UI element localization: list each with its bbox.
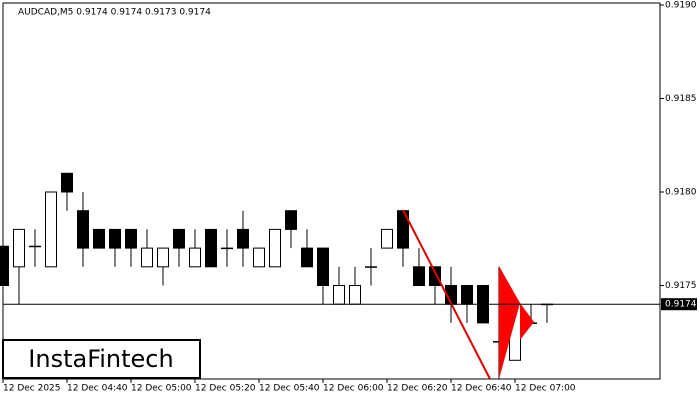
x-tick-label: 12 Dec 07:00 [515, 384, 576, 394]
candle-body [285, 210, 297, 230]
candle-body [77, 210, 89, 249]
x-tick-label: 12 Dec 2025 [3, 384, 61, 394]
candle-body [381, 228, 393, 249]
last-price-box [661, 298, 697, 311]
candle-body [205, 228, 217, 268]
candle-body [365, 266, 377, 268]
candle-body [237, 228, 249, 249]
candle-body [93, 228, 105, 249]
candle-body [413, 266, 425, 286]
y-tick-label: 0.9185 [665, 94, 697, 104]
pennant-tip [520, 303, 534, 340]
y-tick-label: 0.9180 [665, 188, 697, 198]
candle-body [173, 228, 185, 249]
x-tick-label: 12 Dec 05:40 [259, 384, 320, 394]
candle-body [141, 247, 153, 268]
candle-body [125, 228, 137, 249]
candle-body [253, 247, 265, 268]
candle-body [317, 247, 329, 287]
candle-body [301, 247, 313, 268]
y-tick-label: 0.9175 [665, 281, 697, 291]
x-tick-label: 12 Dec 06:00 [323, 384, 384, 394]
candle-body [189, 247, 201, 268]
last-price-label: 0.9174 [665, 300, 697, 310]
pennant-flag [499, 266, 520, 379]
x-tick-label: 12 Dec 06:20 [387, 384, 448, 394]
candle-body [157, 247, 169, 268]
pattern-line [402, 209, 491, 380]
candle-body [109, 228, 121, 249]
candle-body [221, 247, 233, 250]
candle-body [429, 266, 441, 286]
candle-body [0, 245, 9, 286]
candle-body [45, 191, 57, 268]
chart-title: AUDCAD,M5 0.9174 0.9174 0.9173 0.9174 [18, 8, 211, 18]
logo-box [2, 339, 201, 379]
candle-body [333, 285, 345, 305]
y-tick-label: 0.9190 [665, 1, 697, 11]
candle-body [13, 228, 25, 268]
candle-body [29, 245, 41, 248]
plot-frame [2, 2, 661, 380]
x-tick-label: 12 Dec 04:40 [67, 384, 128, 394]
x-tick-label: 12 Dec 05:20 [195, 384, 256, 394]
x-tick-label: 12 Dec 06:40 [451, 384, 512, 394]
candle-body [269, 228, 281, 268]
candle-body [349, 285, 361, 305]
logo: InstaFintech [28, 345, 173, 373]
x-tick-label: 12 Dec 05:00 [131, 384, 192, 394]
candle-body [61, 172, 73, 193]
candle-body [461, 285, 473, 305]
